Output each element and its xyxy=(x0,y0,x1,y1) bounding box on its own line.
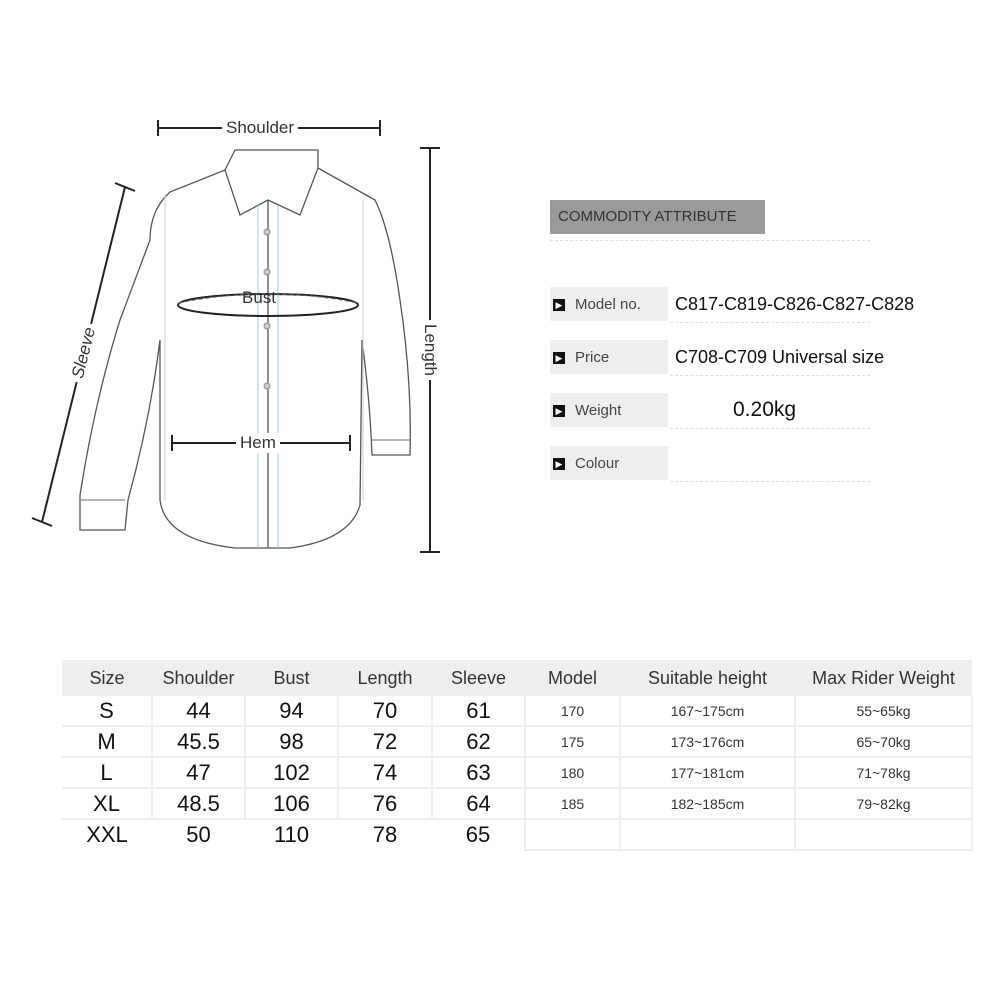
shirt-body-outline xyxy=(79,167,411,549)
commodity-attribute-title: COMMODITY ATTRIBUTE xyxy=(550,200,765,234)
table-cell: 44 xyxy=(152,696,246,727)
arrow-right-icon: ▶ xyxy=(553,352,565,365)
table-cell: 72 xyxy=(338,726,433,758)
attribute-row-colour: ▶ Colour xyxy=(550,446,870,482)
table-cell: 170 xyxy=(525,696,621,727)
table-cell: 63 xyxy=(432,757,526,789)
attribute-key: Price xyxy=(575,349,610,366)
table-header-row: Size Shoulder Bust Length Sleeve Model S… xyxy=(62,660,972,696)
table-cell: 78 xyxy=(372,822,398,847)
table-cell: 79~82kg xyxy=(795,788,973,820)
table-cell: 102 xyxy=(245,757,339,789)
table-cell: 61 xyxy=(432,696,526,727)
table-cell: 175 xyxy=(525,726,621,758)
table-cell: XL xyxy=(62,788,153,820)
table-cell: 65~70kg xyxy=(795,726,973,758)
table-cell xyxy=(795,819,973,851)
arrow-right-icon: ▶ xyxy=(553,405,565,418)
shirt-collar xyxy=(224,149,319,548)
attribute-row-price: ▶ Price C708-C709 Universal size xyxy=(550,340,884,376)
table-cell: 185 xyxy=(525,788,621,820)
table-cell: 173~176cm xyxy=(620,726,796,758)
header-size: Size xyxy=(62,660,152,696)
header-max-rider-weight: Max Rider Weight xyxy=(795,660,972,696)
arrow-right-icon: ▶ xyxy=(553,458,565,471)
bust-dimension-line xyxy=(177,293,359,317)
table-row: M 45.5 98 72 62 175 173~176cm 65~70kg xyxy=(62,726,973,758)
table-cell: 55~65kg xyxy=(795,696,973,727)
table-cell: 180 xyxy=(525,757,621,789)
attribute-value: 0.20kg xyxy=(733,398,797,421)
table-cell: 182~185cm xyxy=(620,788,796,820)
table-row: S 44 94 70 61 170 167~175cm 55~65kg xyxy=(62,696,973,727)
table-row: XL 48.5 106 76 64 185 182~185cm 79~82kg xyxy=(62,788,973,820)
table-cell xyxy=(525,819,621,851)
table-cell: 76 xyxy=(338,788,433,820)
attribute-key: Weight xyxy=(575,402,622,419)
table-cell: 45.5 xyxy=(152,726,246,758)
table-cell: 94 xyxy=(245,696,339,727)
attribute-key: Colour xyxy=(575,455,620,472)
header-sleeve: Sleeve xyxy=(432,660,525,696)
table-cell: L xyxy=(62,757,153,789)
table-cell: 70 xyxy=(338,696,433,727)
table-row: L 47 102 74 63 180 177~181cm 71~78kg xyxy=(62,757,973,789)
attribute-row-weight: ▶ Weight 0.20kg xyxy=(550,393,870,429)
header-shoulder: Shoulder xyxy=(152,660,245,696)
table-row: XXL 50 110 78 65 xyxy=(62,819,973,851)
header-model: Model xyxy=(525,660,620,696)
hem-label: Hem xyxy=(236,433,280,453)
length-label: Length xyxy=(420,320,440,380)
table-cell: 64 xyxy=(432,788,526,820)
table-cell: 177~181cm xyxy=(620,757,796,789)
divider xyxy=(550,240,870,241)
table-cell: 65 xyxy=(432,819,526,850)
header-bust: Bust xyxy=(245,660,338,696)
table-cell: 74 xyxy=(338,757,433,789)
table-cell: 98 xyxy=(245,726,339,758)
attribute-value: C708-C709 Universal size xyxy=(675,347,885,367)
table-cell: 62 xyxy=(432,726,526,758)
table-cell: 48.5 xyxy=(152,788,246,820)
table-cell: 47 xyxy=(152,757,246,789)
arrow-right-icon: ▶ xyxy=(553,299,565,312)
header-length: Length xyxy=(338,660,432,696)
attribute-key: Model no. xyxy=(575,296,641,313)
size-table: Size Shoulder Bust Length Sleeve Model S… xyxy=(62,660,973,851)
table-cell: M xyxy=(62,726,153,758)
attribute-value: C817-C819-C826-C827-C828 xyxy=(675,294,915,314)
table-cell xyxy=(620,819,796,851)
attribute-row-model: ▶ Model no. C817-C819-C826-C827-C828 xyxy=(550,287,914,323)
table-cell: 106 xyxy=(245,788,339,820)
table-cell: 110 xyxy=(273,822,310,847)
header-suitable-height: Suitable height xyxy=(620,660,795,696)
table-cell: 167~175cm xyxy=(620,696,796,727)
table-cell: 71~78kg xyxy=(795,757,973,789)
table-cell: S xyxy=(62,696,153,727)
table-cell: 50 xyxy=(186,822,211,847)
shoulder-label: Shoulder xyxy=(222,118,299,138)
table-cell: XXL xyxy=(86,822,128,847)
bust-label: Bust xyxy=(242,288,277,307)
